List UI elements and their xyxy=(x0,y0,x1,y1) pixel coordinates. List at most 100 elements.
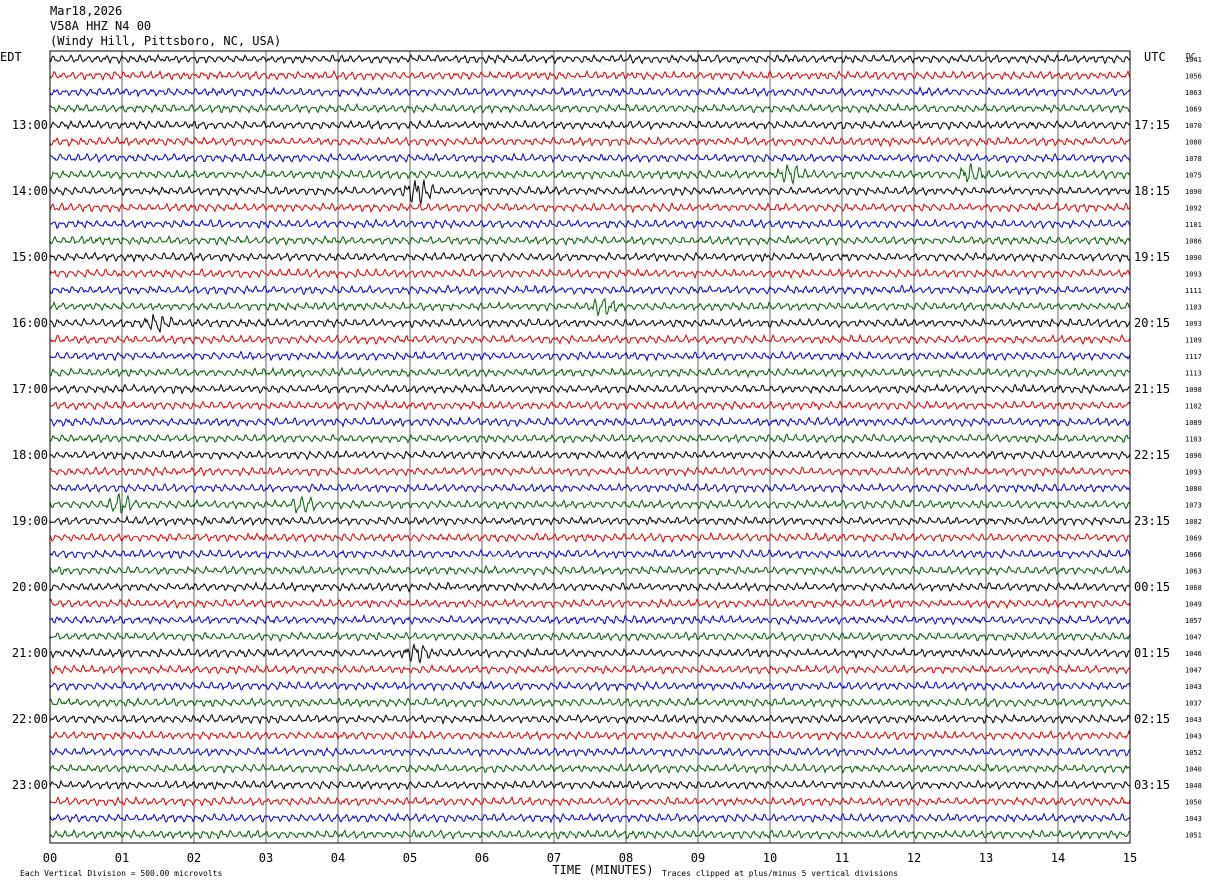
x-tick-label: 02 xyxy=(187,851,201,865)
x-tick-label: 09 xyxy=(691,851,705,865)
utc-hour-label: 20:15 xyxy=(1134,316,1170,330)
edt-hour-label: 22:00 xyxy=(12,712,48,726)
trace-row-33 xyxy=(49,597,1131,610)
trace-row-47 xyxy=(49,828,1131,841)
dc-offset-label: 1111 xyxy=(1185,287,1202,295)
dc-offset-label: 1057 xyxy=(1185,617,1202,625)
trace-row-29 xyxy=(49,531,1131,544)
trace-row-21 xyxy=(49,399,1131,412)
dc-offset-label: 1080 xyxy=(1185,485,1202,493)
x-tick-label: 12 xyxy=(907,851,921,865)
dc-offset-label: 1047 xyxy=(1185,634,1202,642)
dc-header-label: DC xyxy=(1186,52,1196,61)
trace-row-23 xyxy=(49,433,1131,444)
x-tick-label: 07 xyxy=(547,851,561,865)
dc-offset-label: 1096 xyxy=(1185,452,1202,460)
edt-hour-label: 23:00 xyxy=(12,778,48,792)
dc-offset-label: 1117 xyxy=(1185,353,1202,361)
x-tick-label: 01 xyxy=(115,851,129,865)
edt-hour-label: 20:00 xyxy=(12,580,48,594)
dc-offset-label: 1113 xyxy=(1185,370,1202,378)
x-tick-label: 14 xyxy=(1051,851,1065,865)
utc-hour-label: 18:15 xyxy=(1134,184,1170,198)
utc-hour-label: 00:15 xyxy=(1134,580,1170,594)
x-tick-label: 03 xyxy=(259,851,273,865)
trace-row-10 xyxy=(49,218,1131,230)
dc-offset-label: 1082 xyxy=(1185,518,1202,526)
edt-hour-label: 19:00 xyxy=(12,514,48,528)
trace-row-20 xyxy=(49,383,1131,395)
trace-row-28 xyxy=(49,514,1131,527)
dc-offset-label: 1092 xyxy=(1185,205,1202,213)
trace-row-15 xyxy=(49,297,1131,318)
trace-row-40 xyxy=(49,713,1131,726)
utc-hour-label: 01:15 xyxy=(1134,646,1170,660)
trace-row-37 xyxy=(49,663,1131,675)
trace-row-42 xyxy=(49,746,1131,758)
utc-hour-label: 03:15 xyxy=(1134,778,1170,792)
x-tick-label: 04 xyxy=(331,851,345,865)
trace-group xyxy=(49,53,1131,841)
plot-frame xyxy=(49,50,1131,844)
dc-offset-label: 1048 xyxy=(1185,782,1202,790)
dc-offset-label: 1098 xyxy=(1185,386,1202,394)
x-tick-label: 08 xyxy=(619,851,633,865)
dc-offset-label: 1093 xyxy=(1185,469,1202,477)
edt-hour-label: 15:00 xyxy=(12,250,48,264)
utc-hour-label: 22:15 xyxy=(1134,448,1170,462)
trace-row-38 xyxy=(49,680,1131,693)
dc-offset-label: 1086 xyxy=(1185,238,1202,246)
utc-hour-label: 21:15 xyxy=(1134,382,1170,396)
dc-offset-label: 1093 xyxy=(1185,320,1202,328)
dc-offset-label: 1043 xyxy=(1185,683,1202,691)
utc-hour-label: 19:15 xyxy=(1134,250,1170,264)
trace-row-22 xyxy=(49,416,1131,428)
x-axis-title: TIME (MINUTES) xyxy=(552,863,653,877)
dc-offset-label: 1041 xyxy=(1185,56,1202,64)
axis-labels: EDT UTC DC 13:00 14:00 15:00 16:00 17:00 18:00 19… xyxy=(0,50,1202,878)
dc-offset-label: 1066 xyxy=(1185,551,1202,559)
trace-row-24 xyxy=(49,449,1131,461)
dc-offset-label: 1047 xyxy=(1185,667,1202,675)
dc-offset-label: 1070 xyxy=(1185,122,1202,130)
dc-offset-label: 1090 xyxy=(1185,188,1202,196)
trace-row-18 xyxy=(49,350,1131,362)
trace-row-13 xyxy=(49,267,1131,280)
edt-hour-label: 21:00 xyxy=(12,646,48,660)
trace-row-0 xyxy=(49,53,1131,65)
trace-row-35 xyxy=(49,631,1131,643)
dc-offset-label: 1102 xyxy=(1185,403,1202,411)
trace-row-45 xyxy=(49,795,1131,808)
trace-row-12 xyxy=(49,251,1131,264)
trace-row-17 xyxy=(49,333,1131,346)
trace-row-2 xyxy=(49,85,1131,98)
dc-offset-label: 1063 xyxy=(1185,89,1202,97)
trace-row-4 xyxy=(49,119,1131,131)
trace-row-30 xyxy=(49,548,1131,560)
edt-hour-label: 18:00 xyxy=(12,448,48,462)
trace-row-14 xyxy=(49,284,1131,296)
dc-offset-label: 1063 xyxy=(1185,568,1202,576)
x-tick-label: 13 xyxy=(979,851,993,865)
trace-row-39 xyxy=(49,696,1131,709)
trace-row-41 xyxy=(49,729,1131,742)
trace-row-3 xyxy=(49,102,1131,115)
dc-offset-label: 1093 xyxy=(1185,271,1202,279)
dc-offset-label: 1050 xyxy=(1185,799,1202,807)
dc-offset-label: 1043 xyxy=(1185,733,1202,741)
trace-row-32 xyxy=(49,581,1131,593)
header-station: V58A HHZ N4 00 xyxy=(50,19,152,33)
x-tick-label: 05 xyxy=(403,851,417,865)
x-tick-label: 11 xyxy=(835,851,849,865)
x-tick-label: 10 xyxy=(763,851,777,865)
scale-note: Each Vertical Division = 500.00 microvol… xyxy=(20,869,222,878)
trace-row-43 xyxy=(49,762,1131,775)
dc-offset-label: 1056 xyxy=(1185,73,1202,81)
utc-hour-label: 23:15 xyxy=(1134,514,1170,528)
edt-hour-label: 13:00 xyxy=(12,118,48,132)
trace-row-11 xyxy=(49,234,1131,247)
trace-row-31 xyxy=(49,564,1131,577)
dc-offset-label: 1037 xyxy=(1185,700,1202,708)
dc-offset-label: 1073 xyxy=(1185,502,1202,510)
